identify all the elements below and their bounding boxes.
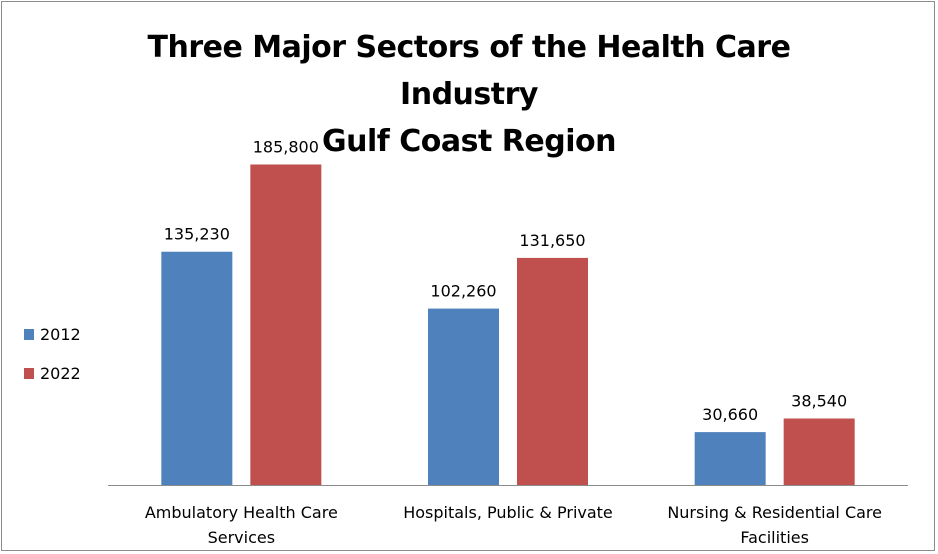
legend-label-2012: 2012	[40, 325, 81, 344]
legend-label-2022: 2022	[40, 364, 81, 383]
bar-2012-2	[694, 432, 766, 485]
category-label-2-line-0: Nursing & Residential Care	[667, 503, 882, 522]
bar-2022-0	[250, 164, 322, 485]
data-label-2022-0: 185,800	[253, 137, 319, 156]
chart-title-line-2: Industry	[400, 77, 538, 112]
data-label-2012-1: 102,260	[430, 282, 496, 301]
chart-title-line-3: Gulf Coast Region	[322, 124, 616, 159]
data-label-2012-0: 135,230	[164, 225, 230, 244]
legend-swatch-2012	[24, 329, 34, 340]
legend-swatch-2022	[24, 368, 34, 379]
data-label-2012-2: 30,660	[702, 405, 758, 424]
data-label-2022-2: 38,540	[791, 392, 847, 411]
category-label-2-line-1: Facilities	[740, 528, 809, 547]
chart-title-line-1: Three Major Sectors of the Health Care	[147, 30, 791, 65]
chart-title: Three Major Sectors of the Health Care I…	[2, 24, 936, 165]
bar-2022-2	[783, 418, 855, 485]
bar-2022-1	[517, 257, 588, 485]
category-label-1-line-0: Hospitals, Public & Private	[403, 503, 613, 522]
category-label-0-line-1: Services	[208, 528, 275, 547]
bar-2012-1	[428, 308, 499, 485]
category-label-0-line-0: Ambulatory Health Care	[145, 503, 338, 522]
bar-2012-0	[161, 251, 233, 485]
data-label-2022-1: 131,650	[519, 231, 585, 250]
